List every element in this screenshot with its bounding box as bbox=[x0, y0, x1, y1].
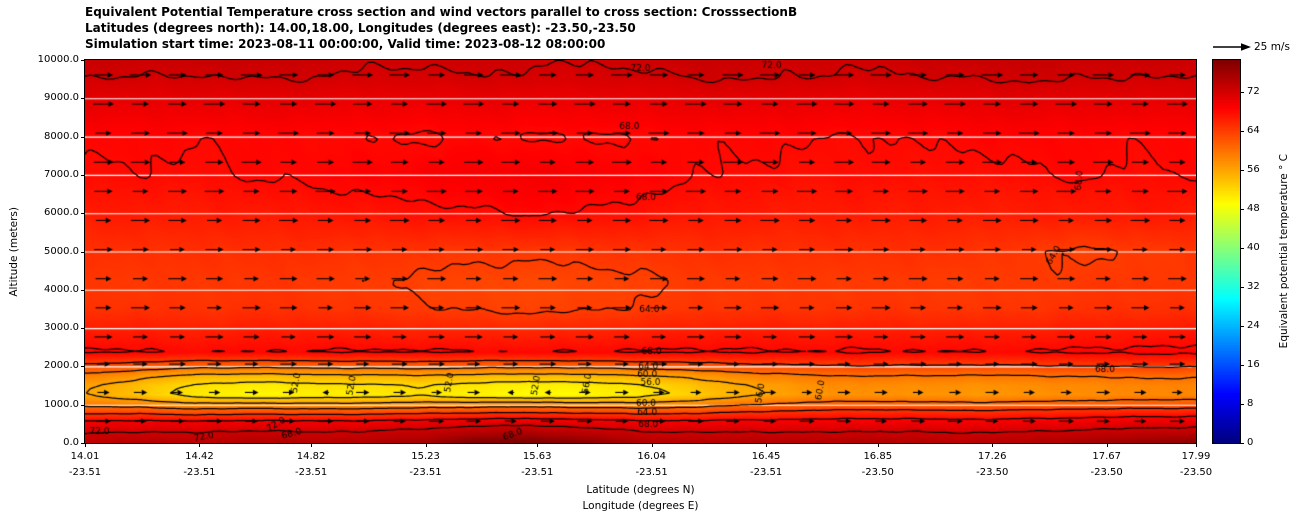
colorbar-tick-label: 16 bbox=[1247, 358, 1260, 370]
x-tick-longitude: -23.51 bbox=[521, 467, 554, 478]
x-tick-mark bbox=[85, 443, 86, 447]
x-tick-longitude: -23.51 bbox=[749, 467, 783, 478]
x-tick-mark bbox=[651, 443, 653, 447]
x-tick-label: 16.04 -23.51 bbox=[617, 449, 687, 481]
x-tick-longitude: -23.50 bbox=[1090, 467, 1123, 478]
quiver-key-arrow-icon bbox=[1213, 43, 1251, 51]
y-tick-label: 1000.0 bbox=[44, 398, 79, 410]
colorbar-tick-label: 24 bbox=[1247, 319, 1260, 331]
y-tick-mark bbox=[81, 174, 85, 176]
x-tick-label: 17.67 -23.50 bbox=[1072, 449, 1142, 481]
x-tick-longitude: -23.51 bbox=[183, 467, 216, 478]
chart-title-line2: Latitudes (degrees north): 14.00,18.00, … bbox=[85, 21, 636, 35]
y-tick-label: 10000.0 bbox=[37, 54, 79, 65]
x-tick-latitude: 17.67 bbox=[1092, 451, 1121, 462]
x-tick-latitude: 16.85 bbox=[863, 451, 893, 462]
cross-section-plot-canvas bbox=[84, 59, 1197, 444]
colorbar-tick-mark bbox=[1240, 403, 1244, 405]
y-tick-label: 4000.0 bbox=[44, 283, 79, 295]
x-tick-latitude: 17.99 bbox=[1181, 451, 1211, 462]
y-tick-mark bbox=[81, 251, 85, 253]
y-tick-label: 8000.0 bbox=[44, 130, 79, 142]
colorbar-tick-mark bbox=[1240, 364, 1244, 366]
x-tick-mark bbox=[425, 443, 427, 447]
x-tick-latitude: 17.26 bbox=[977, 451, 1007, 462]
colorbar-label-wrap: Equivalent potential temperature ° C bbox=[1278, 60, 1290, 443]
x-tick-label: 16.85 -23.50 bbox=[843, 449, 913, 481]
x-tick-latitude: 15.63 bbox=[522, 451, 552, 462]
x-tick-latitude: 14.01 bbox=[70, 451, 100, 462]
colorbar-tick-mark bbox=[1240, 169, 1244, 171]
x-tick-latitude: 16.45 bbox=[751, 451, 781, 462]
colorbar-tick-label: 64 bbox=[1247, 124, 1260, 136]
x-tick-label: 15.23 -23.51 bbox=[391, 449, 461, 481]
colorbar-tick-mark bbox=[1240, 443, 1244, 444]
colorbar-tick-mark bbox=[1240, 208, 1244, 210]
x-axis-label-longitude: Longitude (degrees E) bbox=[582, 500, 699, 512]
x-axis-label-latitude: Latitude (degrees N) bbox=[586, 484, 695, 496]
colorbar-tick-mark bbox=[1240, 130, 1244, 132]
x-tick-latitude: 15.23 bbox=[411, 451, 440, 462]
y-tick-mark bbox=[81, 98, 85, 100]
x-tick-longitude: -23.51 bbox=[635, 467, 668, 478]
y-tick-label: 7000.0 bbox=[44, 168, 79, 180]
x-tick-mark bbox=[1106, 443, 1108, 447]
colorbar-tick-label: 72 bbox=[1247, 85, 1260, 97]
colorbar-label: Equivalent potential temperature ° C bbox=[1278, 154, 1290, 349]
y-tick-mark bbox=[81, 328, 85, 330]
x-tick-mark bbox=[766, 443, 768, 447]
y-tick-mark bbox=[81, 366, 85, 368]
x-tick-mark bbox=[311, 443, 313, 447]
quiver-key-label: 25 m/s bbox=[1254, 41, 1290, 53]
x-tick-latitude: 14.42 bbox=[185, 451, 214, 462]
x-tick-latitude: 14.82 bbox=[296, 451, 326, 462]
x-tick-latitude: 16.04 bbox=[637, 451, 666, 462]
x-tick-label: 17.26 -23.50 bbox=[957, 449, 1027, 481]
x-tick-mark bbox=[992, 443, 994, 447]
y-tick-label: 0.0 bbox=[63, 437, 79, 448]
y-tick-mark bbox=[81, 443, 85, 444]
y-tick-mark bbox=[81, 289, 85, 291]
colorbar-tick-mark bbox=[1240, 91, 1244, 93]
y-tick-mark bbox=[81, 213, 85, 215]
x-tick-mark bbox=[199, 443, 201, 447]
x-tick-longitude: -23.51 bbox=[294, 467, 328, 478]
chart-title-line1: Equivalent Potential Temperature cross s… bbox=[85, 5, 798, 19]
y-tick-label: 2000.0 bbox=[44, 360, 79, 372]
colorbar-tick-label: 48 bbox=[1247, 202, 1260, 214]
x-tick-label: 14.42 -23.51 bbox=[164, 449, 234, 481]
chart-title-line3: Simulation start time: 2023-08-11 00:00:… bbox=[85, 37, 606, 51]
x-tick-mark bbox=[877, 443, 879, 447]
colorbar-tick-label: 40 bbox=[1247, 241, 1260, 253]
x-tick-longitude: -23.51 bbox=[409, 467, 442, 478]
y-tick-label: 6000.0 bbox=[44, 207, 79, 219]
x-tick-longitude: -23.50 bbox=[861, 467, 894, 478]
x-tick-longitude: -23.50 bbox=[1179, 467, 1213, 478]
x-tick-longitude: -23.50 bbox=[976, 467, 1009, 478]
colorbar-tick-label: 0 bbox=[1247, 437, 1254, 448]
x-tick-label: 14.82 -23.51 bbox=[276, 449, 346, 481]
x-tick-mark bbox=[1196, 443, 1197, 447]
x-tick-label: 17.99 -23.50 bbox=[1161, 449, 1231, 481]
y-tick-mark bbox=[81, 136, 85, 138]
y-tick-mark bbox=[81, 60, 85, 61]
y-tick-mark bbox=[81, 404, 85, 406]
y-tick-label: 3000.0 bbox=[44, 322, 79, 334]
x-tick-label: 14.01 -23.51 bbox=[50, 449, 120, 481]
colorbar-tick-mark bbox=[1240, 325, 1244, 327]
y-tick-label: 9000.0 bbox=[44, 92, 79, 104]
colorbar bbox=[1212, 59, 1241, 444]
x-tick-label: 16.45 -23.51 bbox=[731, 449, 801, 481]
colorbar-tick-label: 32 bbox=[1247, 280, 1260, 292]
chart-title-block: Equivalent Potential Temperature cross s… bbox=[85, 4, 797, 52]
x-tick-label: 15.63 -23.51 bbox=[502, 449, 572, 481]
colorbar-tick-mark bbox=[1240, 286, 1244, 288]
colorbar-tick-label: 8 bbox=[1247, 397, 1254, 409]
colorbar-tick-label: 56 bbox=[1247, 163, 1260, 175]
colorbar-tick-mark bbox=[1240, 247, 1244, 249]
x-tick-mark bbox=[537, 443, 539, 447]
y-tick-label: 5000.0 bbox=[44, 245, 79, 257]
x-tick-longitude: -23.51 bbox=[68, 467, 102, 478]
